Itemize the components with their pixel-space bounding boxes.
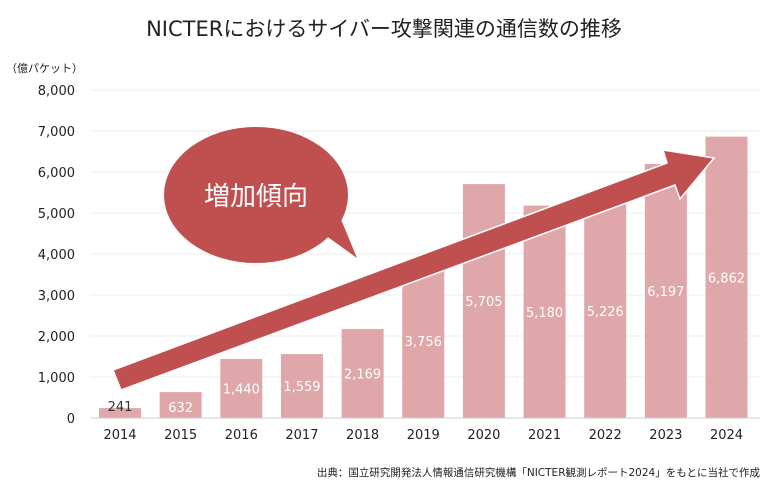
y-tick-label: 3,000: [38, 289, 75, 304]
data-label: 5,226: [587, 305, 624, 320]
bar-2020: [462, 184, 505, 418]
y-tick-label: 2,000: [38, 330, 75, 345]
x-tick-label: 2020: [467, 428, 500, 443]
annotation-text: 増加傾向: [204, 182, 308, 212]
y-tick-label: 8,000: [38, 84, 75, 99]
x-tick-label: 2024: [710, 428, 743, 443]
x-tick-label: 2014: [103, 428, 136, 443]
x-tick-label: 2023: [649, 428, 682, 443]
bar-2022: [584, 203, 627, 418]
x-tick-label: 2017: [285, 428, 318, 443]
bar-2015: [159, 392, 202, 418]
data-label: 5,705: [465, 295, 502, 310]
speech-bubble: 増加傾向: [164, 127, 357, 263]
bar-2017: [280, 354, 323, 418]
chart-title: NICTERにおけるサイバー攻撃関連の通信数の推移: [146, 17, 622, 41]
x-tick-label: 2018: [346, 428, 379, 443]
x-tick-label: 2015: [164, 428, 197, 443]
y-axis-label: （億パケット）: [6, 62, 83, 75]
data-label: 3,756: [405, 335, 442, 350]
bar-2016: [220, 358, 263, 418]
data-label: 241: [108, 400, 133, 415]
y-tick-label: 6,000: [38, 166, 75, 181]
data-label: 1,440: [223, 382, 260, 397]
bar-2018: [341, 329, 384, 418]
data-label: 6,197: [647, 285, 684, 300]
y-tick-label: 5,000: [38, 207, 75, 222]
bar-2023: [644, 163, 687, 418]
bar-2014: [99, 408, 141, 418]
y-tick-label: 7,000: [38, 125, 75, 140]
y-tick-label: 0: [67, 412, 75, 427]
x-tick-label: 2019: [407, 428, 440, 443]
x-tick-label: 2016: [225, 428, 258, 443]
bar-2024: [705, 136, 748, 418]
x-tick-label: 2021: [528, 428, 561, 443]
y-tick-label: 1,000: [38, 371, 75, 386]
data-label: 2,169: [344, 368, 381, 383]
bar-2021: [523, 205, 566, 418]
source-note: 出典：国立研究開発法人情報通信研究機構「NICTER観測レポート2024」をもと…: [317, 466, 761, 479]
x-tick-label: 2022: [589, 428, 622, 443]
y-tick-label: 4,000: [38, 248, 75, 263]
data-label: 1,559: [283, 380, 320, 395]
data-label: 5,180: [526, 306, 563, 321]
data-label: 632: [168, 401, 193, 416]
bar-2019: [402, 264, 445, 418]
trend-arrow: [112, 149, 716, 391]
data-label: 6,862: [708, 271, 745, 286]
